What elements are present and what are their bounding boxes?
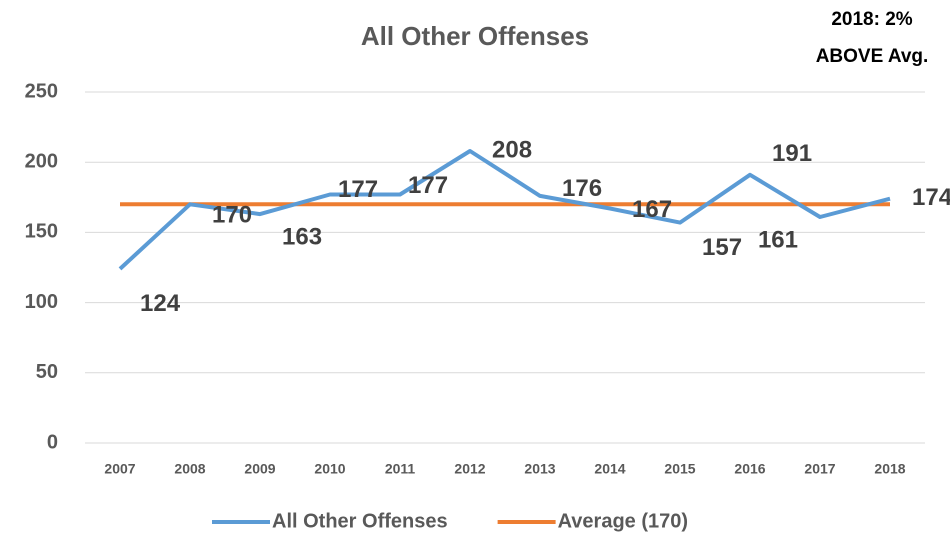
x-tick-label: 2017	[804, 461, 835, 477]
data-label: 161	[758, 226, 798, 253]
y-tick-label: 150	[25, 221, 58, 243]
data-label: 163	[282, 223, 322, 250]
legend-label: All Other Offenses	[272, 510, 448, 532]
y-tick-label: 100	[25, 291, 58, 313]
data-label: 177	[338, 176, 378, 203]
y-tick-label: 250	[25, 80, 58, 102]
x-tick-label: 2012	[454, 461, 485, 477]
chart-title: All Other Offenses	[361, 21, 589, 51]
data-label: 167	[632, 196, 672, 223]
x-tick-label: 2016	[734, 461, 765, 477]
x-tick-label: 2010	[314, 461, 345, 477]
line-series	[118, 149, 891, 271]
data-label: 170	[212, 202, 252, 229]
x-tick-label: 2008	[174, 461, 205, 477]
annotation: 2018: 2%	[831, 9, 912, 30]
y-tick-label: 200	[25, 150, 58, 172]
x-tick-label: 2007	[104, 461, 135, 477]
legend-label: Average (170)	[558, 510, 688, 532]
data-label: 191	[772, 140, 812, 167]
y-tick-label: 0	[47, 431, 58, 453]
data-label: 176	[562, 175, 602, 202]
annotation: ABOVE Avg.	[816, 46, 929, 67]
y-tick-label: 50	[36, 361, 58, 383]
x-tick-label: 2015	[664, 461, 695, 477]
data-label: 124	[140, 290, 181, 317]
x-tick-label: 2013	[524, 461, 555, 477]
data-label: 157	[702, 234, 742, 261]
x-tick-label: 2014	[594, 461, 625, 477]
data-label: 208	[492, 136, 532, 163]
x-tick-label: 2018	[874, 461, 905, 477]
data-label: 174	[912, 184, 950, 211]
x-tick-label: 2009	[244, 461, 275, 477]
data-label: 177	[408, 172, 448, 199]
x-tick-label: 2011	[385, 461, 416, 477]
